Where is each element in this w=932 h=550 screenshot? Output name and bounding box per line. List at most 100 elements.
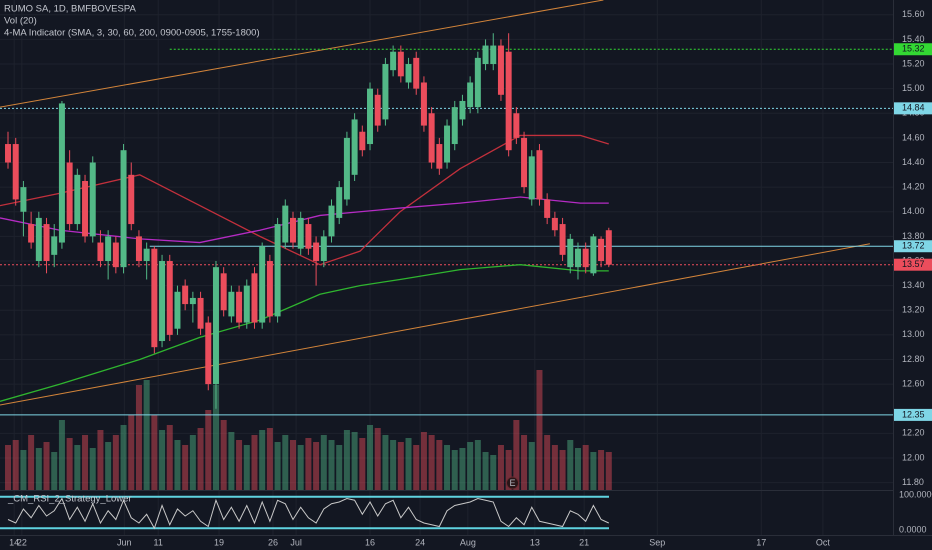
- candle-body: [544, 199, 551, 218]
- x-tick-label: 17: [756, 537, 766, 547]
- x-tick-label: Sep: [649, 537, 665, 547]
- volume-bar: [328, 440, 335, 490]
- candle-body: [112, 242, 119, 268]
- volume-bar: [212, 385, 219, 490]
- candle-body: [490, 45, 497, 65]
- volume-bar: [359, 438, 366, 490]
- candle-body: [220, 273, 227, 311]
- y-tick-label: 15.40: [902, 34, 925, 44]
- candle-body: [51, 236, 58, 255]
- volume-bar: [266, 428, 273, 490]
- volume-bar: [251, 435, 258, 490]
- level-label: 14.84: [902, 103, 925, 113]
- y-tick-label: 13.40: [902, 280, 925, 290]
- volume-bar: [459, 448, 466, 490]
- volume-bar: [174, 440, 181, 490]
- candle-body: [605, 230, 612, 265]
- volume-bar: [74, 445, 81, 490]
- candle-body: [243, 285, 250, 323]
- x-tick-label: Jun: [117, 537, 132, 547]
- candle-body: [574, 248, 581, 268]
- rsi-pane: [0, 495, 609, 530]
- y-tick-label: 12.60: [902, 378, 925, 388]
- candle-body: [536, 150, 543, 200]
- x-tick-label: 16: [365, 537, 375, 547]
- candle-body: [367, 88, 374, 145]
- x-tick-label: 14: [9, 537, 19, 547]
- candle-body: [58, 103, 65, 243]
- volume-bar: [590, 452, 597, 490]
- volume-bar: [151, 415, 158, 490]
- volume-bar: [598, 450, 605, 490]
- candle-body: [559, 224, 566, 255]
- candle-body: [5, 144, 12, 163]
- y-tick-label: 15.60: [902, 9, 925, 19]
- candle-body: [359, 131, 366, 151]
- volume-bar: [197, 428, 204, 490]
- x-tick-label: 13: [530, 537, 540, 547]
- candle-body: [428, 113, 435, 163]
- volume-bar: [544, 435, 551, 490]
- candle-body: [89, 162, 96, 237]
- volume-bar: [20, 450, 27, 490]
- event-label: E: [510, 478, 516, 488]
- candle-body: [598, 238, 605, 262]
- volume-bar: [297, 445, 304, 490]
- y-tick-label: 14.00: [902, 206, 925, 216]
- x-tick-label: Aug: [460, 537, 476, 547]
- volume-bar: [166, 425, 173, 490]
- volume-bar: [497, 445, 504, 490]
- y-tick-label: 11.80: [902, 477, 924, 487]
- volume-bar: [228, 432, 235, 490]
- y-tick-label: 14.60: [902, 132, 925, 142]
- volume-bar: [43, 442, 50, 490]
- volume-bar: [336, 445, 343, 490]
- volume-bar: [112, 435, 119, 490]
- volume-bar: [313, 442, 320, 490]
- candle-body: [313, 242, 320, 262]
- rsi-title: _CM_RSI_2_Strategy_Lower: [7, 494, 132, 505]
- candle-body: [197, 297, 204, 329]
- event-marker: [506, 476, 520, 490]
- level-label: 12.35: [902, 409, 925, 419]
- x-tick-label: 21: [579, 537, 589, 547]
- volume-bar: [159, 430, 166, 490]
- candle-body: [336, 187, 343, 218]
- volume-bar: [559, 450, 566, 490]
- candle-body: [259, 246, 266, 323]
- candle-body: [135, 236, 142, 262]
- candle-body: [482, 45, 489, 65]
- candle-body: [189, 297, 196, 305]
- level-label-bg: [894, 258, 932, 271]
- volume-bar: [35, 448, 42, 490]
- y-tick-label: 13.00: [902, 329, 925, 339]
- volume-bar: [66, 438, 73, 490]
- volume-bar: [282, 435, 289, 490]
- candle-body: [128, 174, 135, 225]
- price-pane: [0, 0, 893, 416]
- candle-body: [451, 107, 458, 145]
- candle-body: [274, 224, 281, 317]
- trend-line: [0, 243, 870, 406]
- candle-body: [105, 236, 112, 262]
- y-tick-label: 12.00: [902, 452, 925, 462]
- x-tick-label: 26: [268, 537, 278, 547]
- level-label-bg: [894, 102, 932, 115]
- candle-body: [120, 150, 127, 268]
- volume-bar: [289, 440, 296, 490]
- volume-bar: [582, 445, 589, 490]
- candle-body: [151, 248, 158, 348]
- volume-bar: [236, 440, 243, 490]
- candle-body: [390, 51, 397, 71]
- volume-bar: [5, 445, 12, 490]
- candle-body: [35, 217, 42, 262]
- candle-body: [28, 224, 35, 243]
- x-tick-label: 22: [17, 537, 27, 547]
- volume-bar: [521, 435, 528, 490]
- volume-bar: [182, 445, 189, 490]
- candle-body: [459, 100, 466, 120]
- volume-bar: [97, 430, 104, 490]
- candle-body: [159, 261, 166, 342]
- level-label: 13.72: [902, 241, 925, 251]
